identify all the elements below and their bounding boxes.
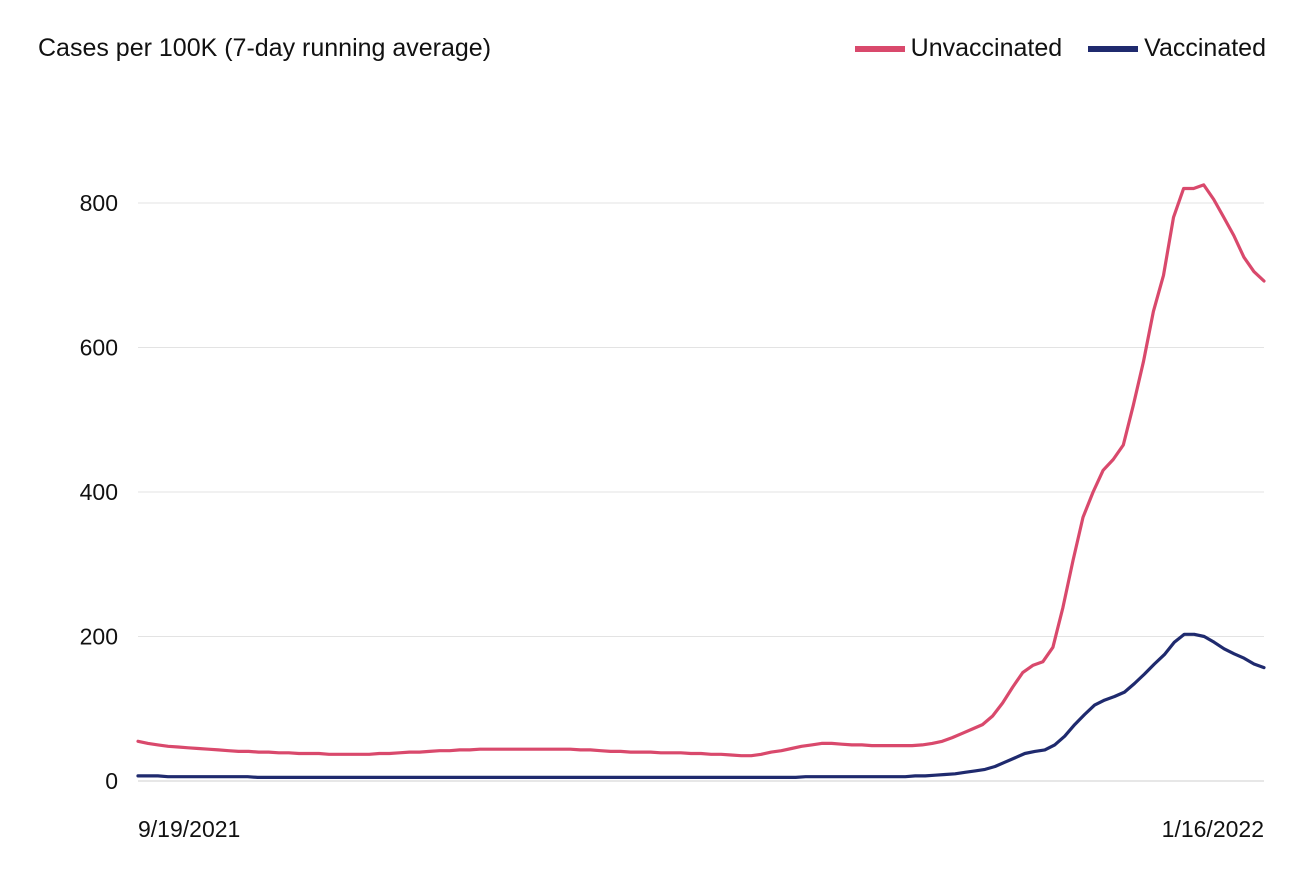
legend-label-unvaccinated: Unvaccinated <box>910 34 1063 62</box>
legend: Unvaccinated Vaccinated <box>829 34 1266 63</box>
x-tick-label: 9/19/2021 <box>138 816 240 842</box>
legend-item-unvaccinated: Unvaccinated <box>854 34 1063 63</box>
legend-swatch-unvaccinated <box>854 45 905 52</box>
y-tick-label: 800 <box>80 190 118 216</box>
y-tick-label: 200 <box>80 624 118 650</box>
y-tick-label: 400 <box>80 479 118 505</box>
chart-title: Cases per 100K (7-day running average) <box>38 34 492 62</box>
y-tick-label: 600 <box>80 335 118 361</box>
series-line-vaccinated <box>136 632 1266 780</box>
y-tick-label: 0 <box>105 768 118 794</box>
x-tick-label: 1/16/2022 <box>1162 816 1264 842</box>
series-line-unvaccinated <box>136 183 1266 758</box>
x-axis-ticks: 9/19/2021 1/16/2022 <box>138 816 1264 842</box>
series-lines <box>136 183 1266 780</box>
legend-item-vaccinated: Vaccinated <box>1088 34 1266 63</box>
gridlines <box>138 202 1264 782</box>
legend-label-vaccinated: Vaccinated <box>1144 34 1266 62</box>
legend-swatch-vaccinated <box>1088 45 1139 52</box>
y-axis-ticks: 0 200 400 600 800 <box>80 190 118 794</box>
